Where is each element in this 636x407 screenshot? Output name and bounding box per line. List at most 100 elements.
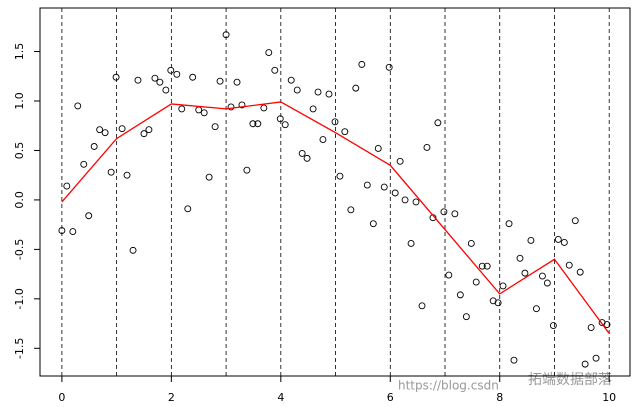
- y-tick-label: -1.5: [13, 338, 26, 359]
- x-tick-label: 4: [277, 391, 284, 404]
- point: [293, 86, 301, 94]
- point: [151, 74, 159, 82]
- point: [358, 60, 366, 68]
- y-tick-label: 1.5: [13, 43, 26, 61]
- point: [565, 261, 573, 269]
- point: [543, 279, 551, 287]
- point: [90, 143, 98, 150]
- point: [592, 354, 600, 362]
- point: [314, 88, 322, 96]
- point: [396, 157, 404, 165]
- point: [494, 299, 502, 307]
- point: [101, 129, 109, 137]
- point: [69, 228, 77, 236]
- point: [456, 291, 464, 299]
- point: [571, 217, 579, 225]
- point: [74, 102, 82, 110]
- point: [162, 86, 170, 94]
- point: [538, 272, 546, 280]
- point: [319, 136, 327, 144]
- point: [107, 168, 115, 176]
- point: [374, 145, 382, 152]
- point: [156, 78, 164, 86]
- point: [423, 144, 431, 151]
- point: [281, 121, 289, 129]
- point: [451, 210, 459, 218]
- point: [462, 313, 470, 321]
- point: [184, 205, 192, 213]
- point: [549, 322, 557, 329]
- point: [298, 149, 306, 157]
- point: [391, 189, 399, 197]
- point: [195, 106, 203, 114]
- point: [385, 63, 393, 71]
- point: [527, 237, 535, 244]
- point: [587, 324, 595, 331]
- point: [205, 173, 213, 181]
- point: [418, 302, 426, 310]
- point: [336, 172, 344, 180]
- point: [331, 118, 339, 126]
- point: [287, 76, 295, 84]
- point: [96, 126, 104, 134]
- fit-line: [61, 101, 610, 334]
- point: [576, 268, 584, 276]
- point: [233, 78, 241, 86]
- watermark: 拓端数据部落: [528, 372, 612, 388]
- point: [303, 154, 311, 162]
- point: [560, 239, 568, 246]
- point: [140, 130, 148, 138]
- point: [483, 262, 491, 270]
- point: [254, 120, 262, 128]
- y-tick-label: 0.5: [13, 142, 26, 160]
- point: [499, 282, 507, 290]
- y-tick-label: 1.0: [13, 92, 26, 110]
- point: [271, 66, 279, 74]
- point: [189, 73, 197, 81]
- x-tick-label: 2: [168, 391, 175, 404]
- point: [238, 101, 246, 109]
- y-tick-label: 0.0: [13, 191, 26, 209]
- point: [325, 90, 333, 98]
- x-tick-label: 10: [602, 391, 616, 404]
- point: [118, 125, 126, 133]
- point: [211, 123, 219, 131]
- point: [85, 212, 93, 220]
- point: [243, 166, 251, 174]
- point: [505, 220, 513, 228]
- point: [440, 208, 448, 216]
- point: [554, 236, 562, 243]
- x-tick-label: 0: [58, 391, 65, 404]
- plot-frame: [39, 7, 631, 377]
- point: [510, 356, 518, 364]
- point: [249, 120, 257, 128]
- watermark: https://blog.csdn: [398, 379, 499, 393]
- point: [532, 305, 540, 313]
- point: [412, 198, 420, 206]
- point: [112, 73, 120, 81]
- point: [200, 109, 208, 117]
- point: [467, 239, 475, 247]
- point: [178, 105, 186, 113]
- x-tick-label: 6: [387, 391, 394, 404]
- point: [134, 76, 142, 84]
- point: [260, 104, 268, 112]
- point: [309, 105, 317, 113]
- point: [63, 182, 71, 190]
- point: [363, 181, 371, 189]
- point: [216, 77, 224, 85]
- point: [173, 70, 181, 78]
- point: [603, 321, 611, 329]
- point: [145, 126, 153, 134]
- point: [401, 196, 409, 204]
- point: [369, 220, 377, 228]
- point: [80, 160, 88, 168]
- point: [123, 171, 131, 179]
- point: [227, 103, 235, 111]
- point: [581, 360, 589, 368]
- point: [445, 271, 453, 279]
- point: [341, 128, 349, 136]
- point: [167, 66, 175, 74]
- point: [521, 269, 529, 277]
